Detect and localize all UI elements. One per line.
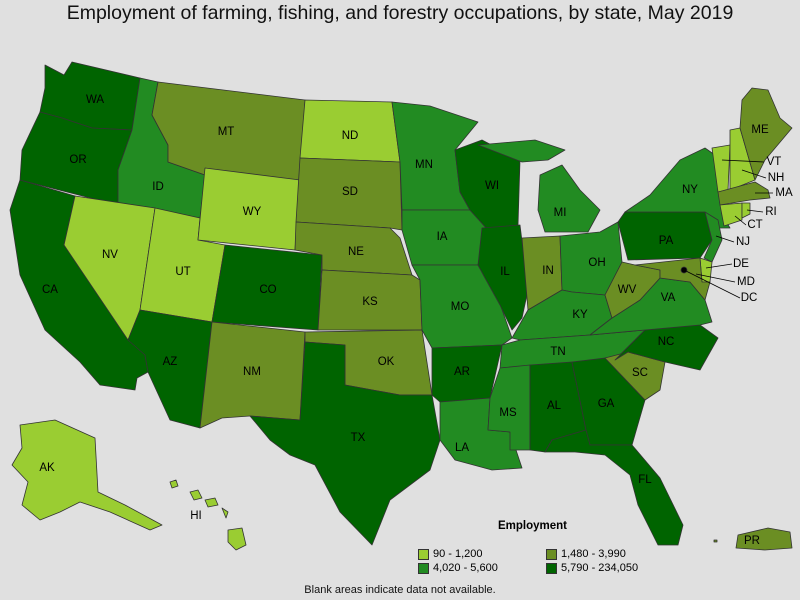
state-label-CO: CO bbox=[259, 284, 276, 296]
legend-item: 4,020 - 5,600 bbox=[418, 562, 498, 574]
state-MI[interactable] bbox=[477, 139, 601, 233]
state-label-OH: OH bbox=[588, 257, 605, 269]
state-ME[interactable] bbox=[739, 87, 793, 181]
state-label-MT: MT bbox=[218, 126, 235, 138]
state-label-VT: VT bbox=[767, 156, 782, 168]
state-label-WY: WY bbox=[243, 206, 262, 218]
label-leader-lines bbox=[683, 159, 773, 299]
state-label-NH: NH bbox=[768, 172, 785, 184]
leader-line-DE bbox=[705, 263, 733, 269]
leader-line-VT bbox=[721, 159, 765, 163]
state-label-WV: WV bbox=[618, 284, 637, 296]
footnote: Blank areas indicate data not available. bbox=[304, 584, 496, 596]
state-label-KS: KS bbox=[362, 296, 378, 308]
state-FL[interactable] bbox=[544, 429, 684, 546]
legend-label: 4,020 - 5,600 bbox=[433, 562, 498, 574]
state-label-CT: CT bbox=[747, 219, 762, 231]
state-RI[interactable] bbox=[741, 202, 751, 219]
state-label-OR: OR bbox=[69, 154, 86, 166]
state-label-DE: DE bbox=[733, 258, 749, 270]
state-label-ID: ID bbox=[152, 181, 164, 193]
state-label-PR: PR bbox=[744, 535, 760, 547]
state-label-UT: UT bbox=[175, 266, 190, 278]
state-label-HI: HI bbox=[190, 510, 202, 522]
state-SD[interactable] bbox=[295, 157, 403, 231]
state-label-FL: FL bbox=[638, 474, 652, 486]
legend-label: 90 - 1,200 bbox=[433, 548, 483, 560]
state-label-LA: LA bbox=[455, 442, 469, 454]
legend-item: 90 - 1,200 bbox=[418, 548, 483, 560]
leader-line-MD bbox=[695, 273, 736, 283]
state-label-MN: MN bbox=[415, 159, 433, 171]
state-label-OK: OK bbox=[378, 356, 395, 368]
state-label-NM: NM bbox=[243, 366, 261, 378]
legend-item: 1,480 - 3,990 bbox=[546, 548, 626, 560]
legend-label: 5,790 - 234,050 bbox=[561, 562, 639, 574]
state-label-MD: MD bbox=[737, 276, 755, 288]
legend-title: Employment bbox=[498, 520, 568, 532]
state-label-VA: VA bbox=[661, 292, 676, 304]
state-label-NV: NV bbox=[102, 249, 118, 261]
state-label-TN: TN bbox=[550, 346, 565, 358]
state-label-KY: KY bbox=[572, 309, 588, 321]
state-PR-islet bbox=[713, 539, 718, 543]
legend-item: 5,790 - 234,050 bbox=[546, 562, 638, 574]
state-label-AR: AR bbox=[454, 366, 470, 378]
leader-line-NH bbox=[741, 169, 767, 179]
state-AK[interactable] bbox=[11, 419, 163, 531]
legend-swatch bbox=[546, 562, 557, 574]
state-label-NE: NE bbox=[348, 246, 364, 258]
state-label-SC: SC bbox=[632, 367, 648, 379]
state-HI[interactable] bbox=[169, 479, 247, 551]
state-label-NY: NY bbox=[682, 184, 698, 196]
state-label-TX: TX bbox=[351, 432, 366, 444]
state-label-RI: RI bbox=[765, 206, 777, 218]
legend-swatch bbox=[418, 548, 429, 560]
state-label-GA: GA bbox=[598, 398, 615, 410]
state-label-CA: CA bbox=[42, 284, 58, 296]
legend-swatch bbox=[418, 562, 429, 574]
state-label-IL: IL bbox=[500, 266, 510, 278]
legend-label: 1,480 - 3,990 bbox=[561, 548, 626, 560]
leader-line-CT bbox=[734, 215, 747, 226]
legend-swatch bbox=[546, 548, 557, 560]
state-label-DC: DC bbox=[741, 292, 758, 304]
leader-line-RI bbox=[746, 209, 764, 213]
state-label-MI: MI bbox=[554, 207, 567, 219]
state-label-ME: ME bbox=[751, 124, 769, 136]
leader-line-DC bbox=[683, 269, 741, 299]
state-label-NJ: NJ bbox=[736, 236, 750, 248]
state-label-IN: IN bbox=[542, 265, 554, 277]
state-label-WA: WA bbox=[86, 94, 104, 106]
state-MD[interactable] bbox=[634, 257, 711, 301]
state-label-SD: SD bbox=[342, 186, 358, 198]
state-label-AZ: AZ bbox=[163, 356, 178, 368]
state-label-MA: MA bbox=[775, 187, 793, 199]
state-CT[interactable] bbox=[719, 202, 743, 227]
state-PR[interactable] bbox=[735, 527, 793, 551]
map-title: Employment of farming, fishing, and fore… bbox=[66, 2, 734, 24]
state-TX[interactable] bbox=[249, 341, 441, 546]
state-label-AK: AK bbox=[39, 462, 55, 474]
state-label-NC: NC bbox=[658, 336, 675, 348]
state-label-IA: IA bbox=[437, 231, 448, 243]
state-label-AL: AL bbox=[547, 400, 562, 412]
state-label-ND: ND bbox=[342, 130, 359, 142]
leader-line-NJ bbox=[715, 235, 735, 243]
state-labels: WA OR CA ID NV UT AZ MT WY CO NM ND SD NE KS OK TX MN IA MO… bbox=[39, 94, 793, 547]
state-label-MS: MS bbox=[499, 407, 517, 419]
state-label-MO: MO bbox=[451, 301, 470, 313]
state-label-PA: PA bbox=[659, 235, 674, 247]
state-label-WI: WI bbox=[485, 180, 499, 192]
